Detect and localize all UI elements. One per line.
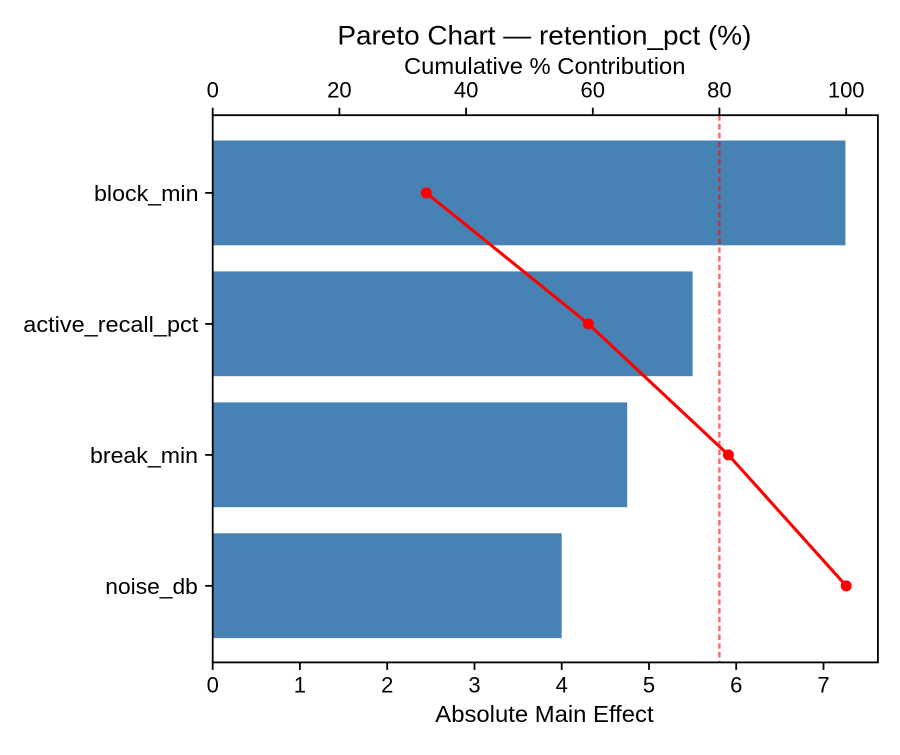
svg-text:20: 20 [327,77,351,102]
svg-text:block_min: block_min [94,181,199,206]
svg-text:noise_db: noise_db [105,574,197,599]
svg-text:active_recall_pct: active_recall_pct [23,312,198,337]
svg-text:break_min: break_min [90,443,198,468]
svg-text:Absolute Main Effect: Absolute Main Effect [435,701,654,727]
svg-text:6: 6 [730,673,742,698]
svg-text:Pareto Chart — retention_pct (: Pareto Chart — retention_pct (%) [337,21,751,51]
svg-text:80: 80 [707,77,731,102]
svg-text:7: 7 [817,673,829,698]
svg-text:Cumulative % Contribution: Cumulative % Contribution [404,53,686,79]
svg-text:100: 100 [828,77,865,102]
svg-text:0: 0 [207,77,219,102]
svg-text:1: 1 [294,673,306,698]
svg-text:4: 4 [556,673,568,698]
svg-text:5: 5 [643,673,655,698]
svg-text:0: 0 [207,673,219,698]
svg-text:2: 2 [381,673,393,698]
svg-text:3: 3 [468,673,480,698]
svg-text:60: 60 [581,77,605,102]
svg-text:40: 40 [454,77,478,102]
